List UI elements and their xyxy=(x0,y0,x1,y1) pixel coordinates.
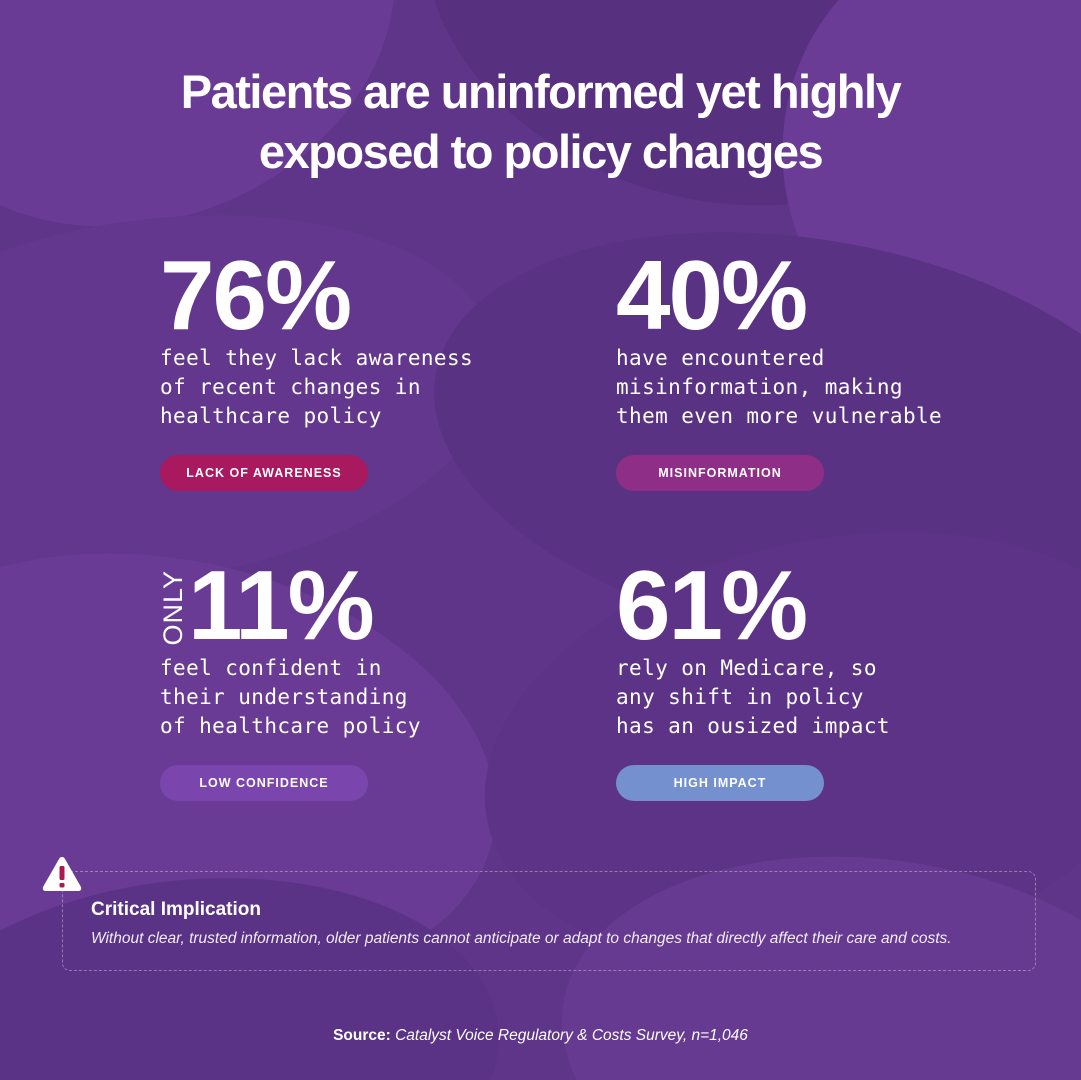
source-citation: Source: Catalyst Voice Regulatory & Cost… xyxy=(0,1027,1081,1045)
stat-description: have encountered misinformation, making … xyxy=(616,346,943,428)
callout-body: Without clear, trusted information, olde… xyxy=(91,930,952,947)
stat-prefix-only: ONLY xyxy=(158,570,188,646)
stat-card-awareness: 76% feel they lack awareness of recent c… xyxy=(160,240,580,491)
tag-misinformation: MISINFORMATION xyxy=(616,455,824,491)
page-title: Patients are uninformed yet highly expos… xyxy=(0,62,1081,182)
title-line-1: Patients are uninformed yet highly xyxy=(180,65,902,118)
stat-description: feel confident in their understanding of… xyxy=(160,656,421,738)
tag-low-confidence: LOW CONFIDENCE xyxy=(160,765,368,801)
stat-card-confidence: ONLY 11% feel confident in their underst… xyxy=(158,550,580,801)
stat-value: 76% xyxy=(160,240,352,350)
tag-high-impact: HIGH IMPACT xyxy=(616,765,824,801)
stat-value: 40% xyxy=(616,240,808,350)
stat-card-impact: 61% rely on Medicare, so any shift in po… xyxy=(616,550,1036,801)
stat-description: feel they lack awareness of recent chang… xyxy=(160,346,474,428)
source-label: Source: xyxy=(333,1027,391,1044)
tag-lack-of-awareness: LACK OF AWARENESS xyxy=(160,455,368,491)
stat-value: 61% xyxy=(616,550,808,660)
stat-card-misinformation: 40% have encountered misinformation, mak… xyxy=(616,240,1036,491)
warning-triangle-icon xyxy=(42,857,82,891)
source-text: Catalyst Voice Regulatory & Costs Survey… xyxy=(395,1027,748,1044)
title-line-2: exposed to policy changes xyxy=(258,125,824,178)
stat-description: rely on Medicare, so any shift in policy… xyxy=(616,656,890,738)
callout-title: Critical Implication xyxy=(91,899,261,920)
stat-value: 11% xyxy=(188,550,375,660)
critical-implication-callout: Critical Implication Without clear, trus… xyxy=(62,871,1036,971)
